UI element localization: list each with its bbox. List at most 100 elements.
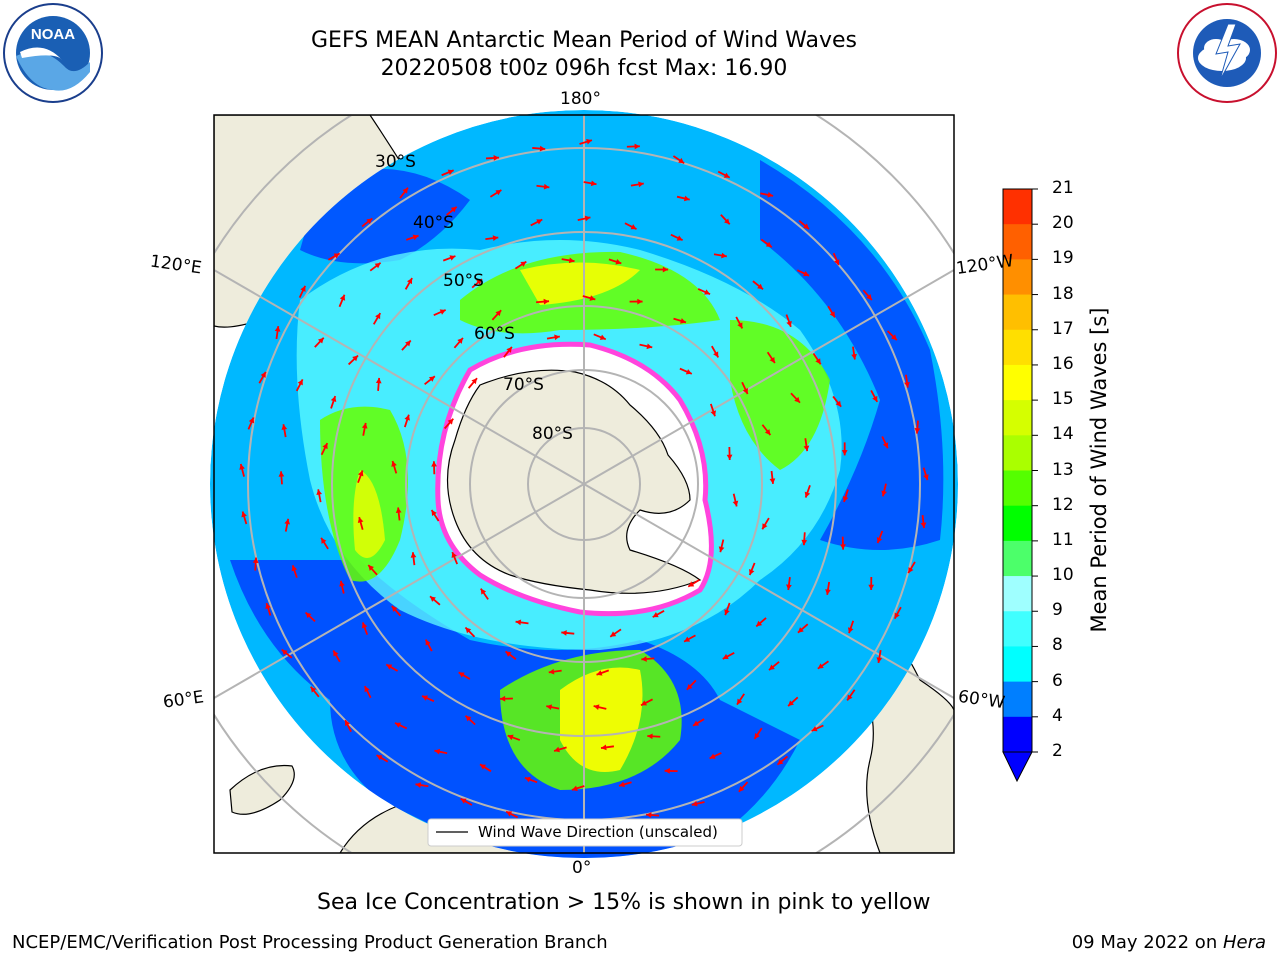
wind-wave-arrow-head (762, 523, 768, 530)
colorbar-tick-label: 2 (1052, 741, 1063, 761)
wind-wave-arrow-head (447, 418, 454, 425)
colorbar-segment (1003, 259, 1032, 296)
map-title: GEFS MEAN Antarctic Mean Period of Wind … (311, 28, 857, 53)
lat-label-40s: 40°S (413, 213, 454, 233)
wind-wave-arrow-head (515, 619, 522, 626)
wind-wave-arrow-head (536, 219, 543, 225)
map-subtitle: 20220508 t00z 096h fcst Max: 16.90 (380, 56, 788, 81)
wind-wave-arrow-head (872, 395, 878, 402)
noaa-logo-text: NOAA (31, 26, 75, 43)
wind-wave-arrow-head (764, 429, 771, 436)
wind-wave-arrow-head (722, 653, 729, 659)
wind-wave-arrow-head (601, 744, 607, 751)
wind-wave-arrow-head (678, 157, 685, 164)
wind-wave-arrow-head (710, 410, 717, 417)
wind-wave-arrow-head (825, 589, 831, 595)
wind-wave-arrow-head (749, 569, 755, 575)
colorbar-tick-label: 14 (1052, 424, 1074, 445)
wind-wave-arrow-head (732, 500, 739, 507)
wind-wave-arrow-head (765, 241, 772, 248)
wind-wave-arrow-head (352, 355, 359, 362)
wind-wave-arrow-head (688, 581, 695, 587)
wind-wave-arrow-head (726, 454, 733, 461)
wind-wave-arrow-head (330, 396, 337, 403)
wind-wave-arrow-head (904, 381, 910, 388)
wind-wave-arrow-head (801, 539, 808, 546)
wind-wave-arrow-head (866, 294, 872, 301)
wind-wave-arrow-head (524, 776, 531, 783)
colorbar-segment (1003, 294, 1032, 331)
wind-wave-arrow-head (721, 252, 727, 259)
wind-wave-arrow-head (300, 285, 306, 292)
wind-wave-arrow-head (803, 445, 810, 452)
wind-wave-arrow-head (252, 557, 259, 564)
wind-wave-arrow-head (333, 650, 339, 657)
wind-wave-arrow-head (584, 215, 591, 222)
colorbar-segment (1003, 470, 1032, 507)
wind-wave-arrow-head (439, 309, 446, 315)
colorbar-segment (1003, 435, 1032, 471)
wind-wave-arrow-head (718, 546, 725, 553)
wind-wave-arrow-head (737, 322, 743, 329)
wind-wave-arrow-head (811, 726, 818, 732)
colorbar-segment (1003, 505, 1032, 542)
wind-wave-arrow-head (847, 694, 853, 701)
wind-wave-arrow-head (548, 668, 555, 675)
wind-wave-arrow-head (891, 334, 897, 341)
lon-label-0: 0° (572, 858, 592, 878)
wind-wave-arrow-head (835, 400, 842, 407)
colorbar-tick-label: 16 (1052, 353, 1074, 374)
colorbar-segment (1003, 611, 1032, 647)
wind-wave-arrow-head (368, 565, 374, 571)
wind-wave-arrow-head (596, 670, 603, 676)
wind-wave-arrow-head (876, 537, 883, 544)
wind-wave-arrow-head (683, 195, 690, 202)
colorbar-tick-label: 19 (1052, 248, 1074, 269)
wind-wave-arrow-head (686, 683, 693, 690)
wind-wave-arrow-head (386, 664, 393, 670)
colorbar-tick-label: 18 (1052, 283, 1074, 304)
wind-wave-arrow-head (539, 145, 546, 152)
colorbar-tick-label: 8 (1052, 635, 1063, 656)
wind-wave-arrow-head (797, 627, 804, 633)
wind-wave-arrow-head (412, 234, 419, 241)
wind-wave-arrow-head (505, 651, 512, 657)
wind-wave-arrow-head (817, 663, 824, 669)
wind-wave-arrow-head (450, 206, 457, 213)
wind-wave-arrow-head (724, 218, 730, 225)
wind-wave-arrow-head (492, 235, 499, 241)
wind-wave-arrow-head (391, 605, 398, 612)
wind-wave-arrow-head (769, 357, 775, 364)
wind-wave-arrow-head (391, 460, 397, 467)
colorbar-segment (1003, 540, 1032, 577)
antarctica (446, 369, 702, 594)
date-text: 09 May 2022 on Hera (1072, 932, 1266, 953)
wind-wave-arrow-head (713, 351, 719, 358)
wind-wave-arrow-head (554, 746, 560, 753)
colorbar-tick-label: 6 (1052, 670, 1063, 691)
wind-wave-arrow-head (480, 588, 487, 595)
wind-wave-arrow-head (804, 491, 811, 498)
wind-wave-arrow-head (239, 464, 245, 470)
wind-wave-arrow-head (664, 768, 670, 774)
wind-wave-arrow-head (543, 183, 550, 190)
wind-wave-arrow-head (434, 748, 441, 755)
credit-text: NCEP/EMC/Verification Post Processing Pr… (12, 932, 608, 953)
wind-wave-arrow-head (310, 686, 317, 693)
wind-wave-arrow-head (546, 704, 553, 710)
colorbar-segment (1003, 646, 1032, 683)
wind-wave-arrow-head (881, 490, 887, 497)
wind-wave-arrow-head (684, 636, 691, 642)
wind-wave-arrow-head (923, 474, 929, 481)
ocean-period-15s-band (520, 262, 640, 305)
ocean-period-2s-band (760, 160, 944, 550)
wind-wave-arrow-head (495, 189, 502, 196)
colorbar-segment (1003, 224, 1032, 260)
wind-wave-arrow-head (630, 224, 637, 230)
wind-wave-arrow-head (274, 326, 281, 332)
wind-wave-arrow-head (571, 785, 578, 792)
ocean-period-15s-band (353, 470, 385, 558)
wind-wave-arrow-head (757, 283, 764, 290)
wind-wave-arrow-head (756, 620, 763, 627)
wind-wave-arrow-head (638, 181, 644, 188)
